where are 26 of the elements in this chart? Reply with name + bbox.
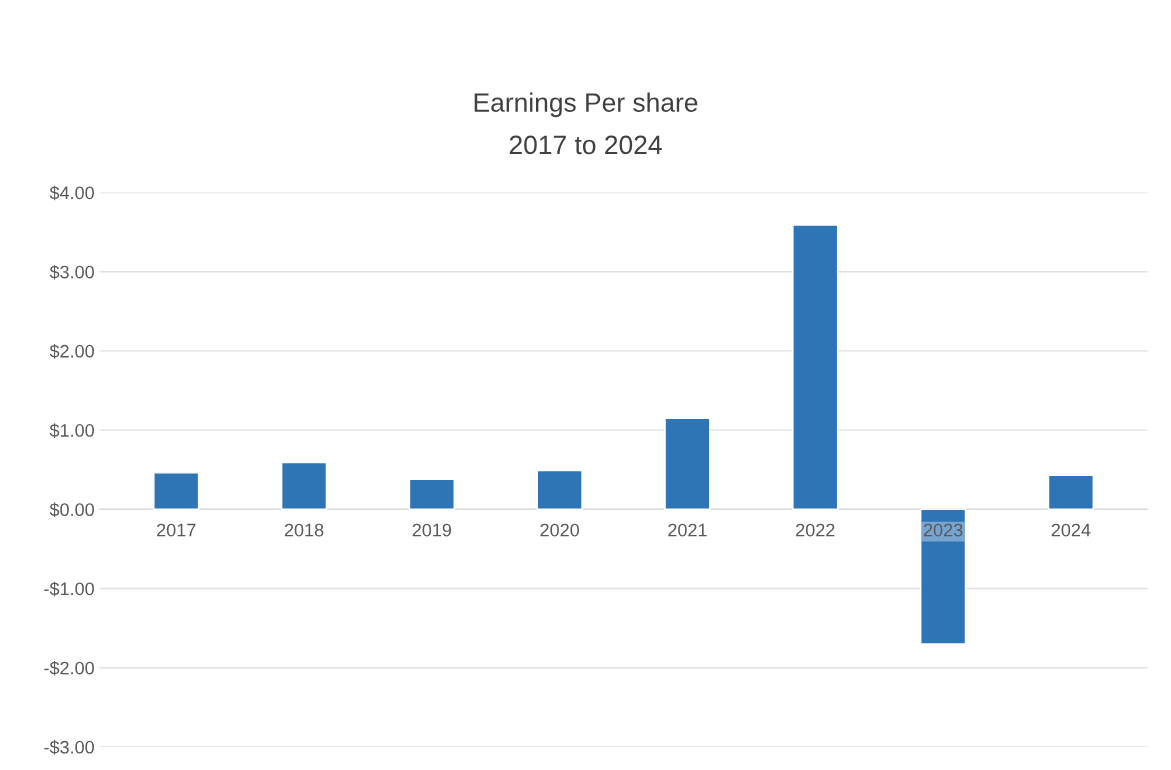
y-tick-label: -$2.00	[44, 660, 94, 676]
y-tick-label: -$1.00	[44, 581, 94, 597]
bar	[153, 472, 200, 510]
bar	[1047, 474, 1094, 510]
x-tick-label: 2021	[668, 523, 707, 537]
y-tick-label: $4.00	[49, 185, 94, 201]
y-tick-label: $3.00	[49, 264, 94, 280]
x-tick-label: 2020	[540, 523, 580, 537]
y-tick-label: $1.00	[49, 423, 94, 438]
bar	[920, 508, 967, 645]
bar	[664, 417, 711, 510]
chart-title: Earnings Per share	[474, 92, 698, 118]
y-tick-label: -$3.00	[44, 740, 94, 755]
y-tick-label: $0.00	[49, 502, 94, 518]
bar	[408, 478, 455, 510]
bar	[280, 461, 328, 510]
x-tick-label: 2023	[923, 523, 963, 537]
x-tick-label: 2018	[284, 523, 324, 537]
x-tick-label: 2024	[1051, 523, 1091, 537]
x-tick-label: 2019	[412, 523, 452, 537]
bar	[792, 224, 839, 510]
x-tick-label: 2022	[796, 523, 835, 537]
chart-subtitle: 2017 to 2024	[509, 135, 662, 155]
bar	[536, 469, 583, 510]
y-tick-label: $2.00	[49, 344, 94, 359]
x-tick-label: 2017	[157, 523, 196, 537]
